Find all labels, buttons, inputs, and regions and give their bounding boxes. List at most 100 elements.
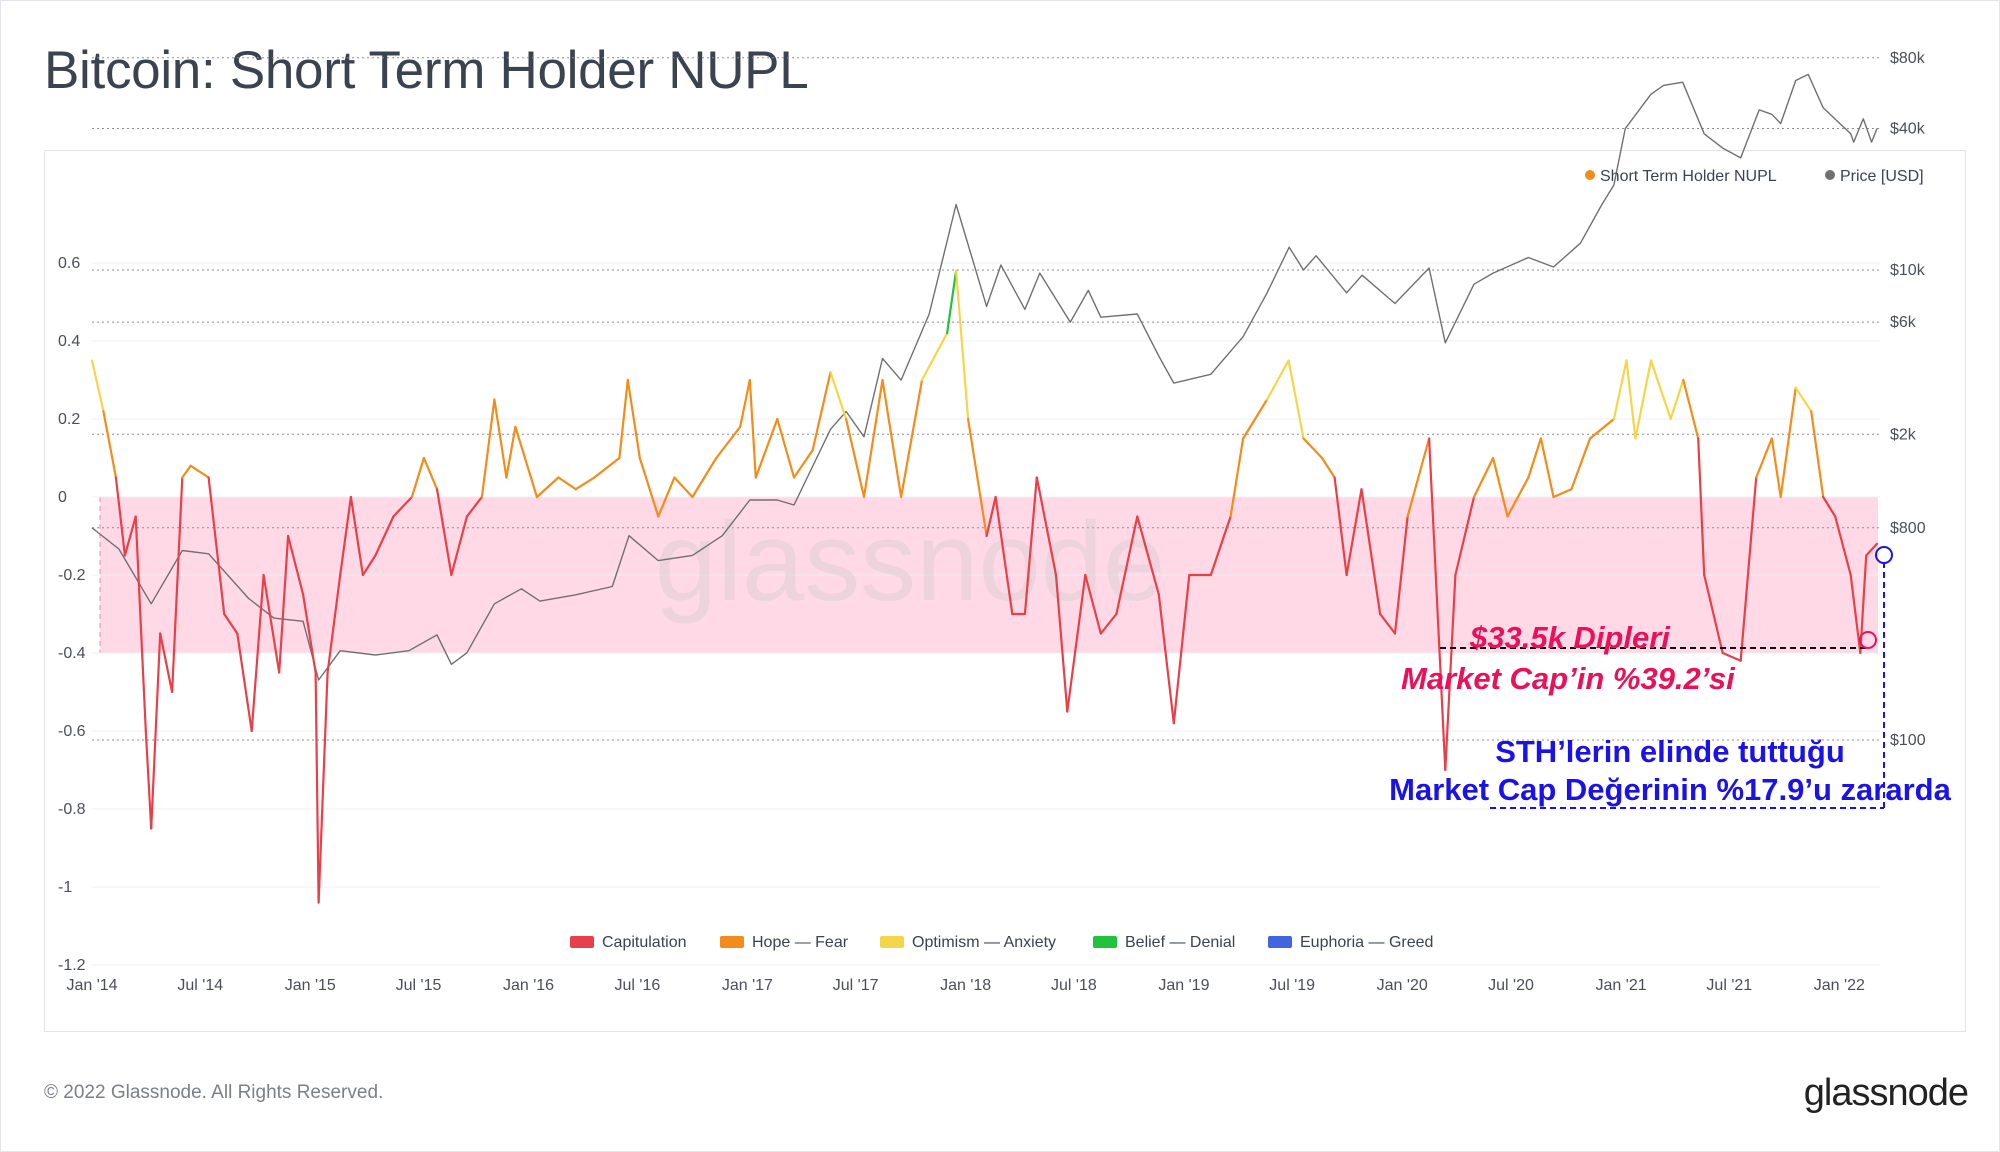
- legend-label: Price [USD]: [1840, 168, 1924, 185]
- legend-swatch: [720, 936, 744, 948]
- y-left-tick-label: -1: [58, 879, 72, 896]
- nupl-segment: [1209, 515, 1232, 577]
- nupl-segment: [1393, 515, 1409, 635]
- x-tick-label: Jul '19: [1269, 977, 1315, 994]
- nupl-segment: [1333, 476, 1348, 577]
- nupl-segment: [1023, 476, 1038, 616]
- nupl-segment: [1406, 437, 1431, 518]
- nupl-segment: [223, 612, 239, 635]
- nupl-segment: [392, 495, 413, 518]
- nupl-segment: [966, 417, 988, 538]
- x-tick-label: Jul '20: [1488, 977, 1534, 994]
- y-left-tick-label: 0.2: [58, 411, 80, 428]
- nupl-segment: [1739, 476, 1758, 662]
- nupl-segment: [945, 269, 958, 335]
- nupl-segment: [792, 449, 814, 479]
- nupl-segment: [134, 515, 147, 733]
- nupl-segment: [1770, 437, 1782, 499]
- nupl-segment: [1779, 386, 1797, 499]
- nupl-segment: [754, 417, 779, 479]
- y-left-tick-label: -0.6: [58, 723, 86, 740]
- x-tick-label: Jan '17: [722, 977, 773, 994]
- legend-label: Hope — Fear: [752, 934, 849, 951]
- nupl-segment: [1822, 495, 1837, 518]
- price-line: [91, 73, 1878, 681]
- x-tick-label: Jul '17: [833, 977, 879, 994]
- copyright-text: © 2022 Glassnode. All Rights Reserved.: [44, 1082, 384, 1103]
- nupl-segment: [1345, 488, 1363, 577]
- annotation-marketcap-label: Market Cap’in %39.2’si: [1401, 661, 1736, 696]
- x-tick-label: Jan '18: [940, 977, 991, 994]
- nupl-segment: [1721, 651, 1742, 662]
- nupl-segment: [1682, 378, 1700, 440]
- nupl-segment: [374, 515, 395, 557]
- nupl-segment: [171, 476, 184, 694]
- legend-dot: [1825, 170, 1835, 180]
- y-right-tick-label: $800: [1890, 520, 1926, 537]
- legend-label: Optimism — Anxiety: [912, 934, 1056, 951]
- legend-label: Capitulation: [602, 934, 687, 951]
- nupl-segment: [1588, 417, 1616, 440]
- nupl-segment: [287, 534, 305, 596]
- nupl-segment: [691, 456, 718, 499]
- y-left-tick-label: -0.2: [58, 567, 86, 584]
- legend-swatch: [880, 936, 904, 948]
- nupl-segment: [1157, 593, 1175, 725]
- x-tick-label: Jul '15: [396, 977, 442, 994]
- nupl-segment: [1755, 437, 1773, 479]
- nupl-segment: [102, 410, 118, 479]
- y-right-tick-label: $80k: [1890, 50, 1926, 67]
- nupl-segment: [1241, 398, 1269, 440]
- y-right-tick-label: $40k: [1890, 121, 1926, 138]
- nupl-segment: [557, 476, 577, 491]
- watermark: glassnode: [655, 499, 1166, 624]
- nupl-segment: [657, 476, 676, 518]
- nupl-segment: [339, 495, 352, 577]
- nupl-segment: [1612, 359, 1628, 421]
- nupl-segment: [1697, 437, 1706, 577]
- x-tick-label: Jan '20: [1377, 977, 1428, 994]
- x-tick-label: Jan '15: [285, 977, 336, 994]
- nupl-segment: [1552, 488, 1573, 499]
- nupl-segment: [1229, 437, 1245, 518]
- nupl-segment: [302, 593, 317, 674]
- nupl-segment: [535, 476, 560, 499]
- nupl-segment: [1287, 359, 1305, 440]
- nupl-segment: [90, 359, 105, 413]
- x-tick-label: Jan '21: [1596, 977, 1647, 994]
- nupl-segment: [505, 425, 517, 479]
- nupl-segment: [954, 269, 970, 421]
- current-marker-circle: [1875, 546, 1893, 564]
- legend-label: Euphoria — Greed: [1300, 934, 1433, 951]
- nupl-segment: [1035, 476, 1058, 577]
- legend-label: Short Term Holder NUPL: [1600, 168, 1777, 185]
- nupl-segment: [278, 534, 290, 674]
- nupl-segment: [465, 495, 483, 518]
- nupl-segment: [1539, 437, 1555, 499]
- nupl-segment: [673, 476, 694, 499]
- x-tick-label: Jan '19: [1158, 977, 1209, 994]
- y-left-tick-label: 0: [58, 489, 67, 506]
- nupl-segment: [1066, 573, 1087, 713]
- nupl-segment: [1849, 573, 1862, 655]
- y-right-tick-label: $2k: [1890, 426, 1917, 443]
- nupl-segment: [150, 632, 162, 830]
- nupl-segment: [1444, 573, 1457, 772]
- nupl-segment: [899, 378, 924, 499]
- nupl-segment: [748, 378, 757, 479]
- x-tick-label: Jul '14: [177, 977, 223, 994]
- x-tick-label: Jan '16: [503, 977, 554, 994]
- annotation-sth-label: STH’lerin elinde tuttuğu: [1495, 734, 1845, 769]
- chart-frame: [44, 150, 1966, 1032]
- y-right-tick-label: $100: [1890, 732, 1926, 749]
- x-tick-label: Jul '21: [1706, 977, 1752, 994]
- nupl-segment: [862, 378, 884, 499]
- nupl-segment: [1810, 410, 1825, 499]
- nupl-segment: [262, 573, 281, 674]
- nupl-segment: [739, 378, 751, 428]
- nupl-segment: [317, 671, 329, 904]
- y-right-tick-label: $6k: [1890, 314, 1917, 331]
- nupl-segment: [844, 417, 866, 499]
- legend-label: Belief — Denial: [1125, 934, 1235, 951]
- nupl-segment: [480, 398, 496, 499]
